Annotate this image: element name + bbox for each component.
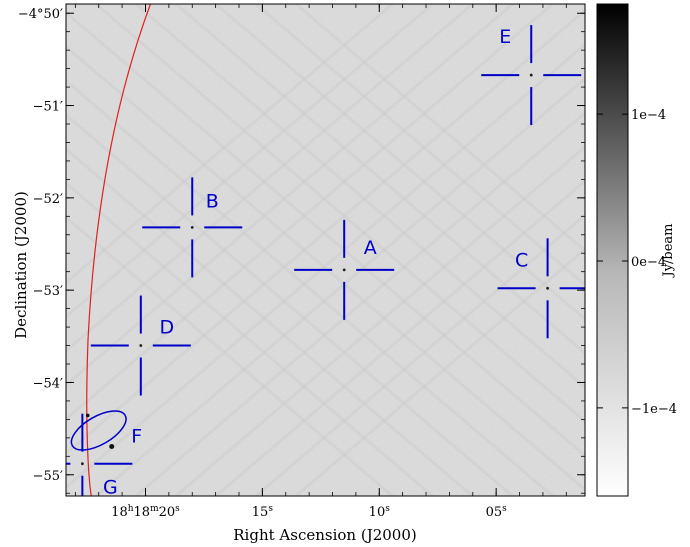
artifact-stripe bbox=[293, 4, 585, 253]
artifact-stripe bbox=[0, 0, 444, 506]
artifact-stripe bbox=[93, 76, 585, 496]
source-label-e: E bbox=[499, 26, 511, 48]
plot-frame bbox=[65, 3, 586, 497]
artifact-stripe bbox=[66, 8, 585, 456]
image-artifacts bbox=[0, 0, 690, 506]
source-dot bbox=[139, 344, 143, 347]
artifact-stripe bbox=[66, 44, 585, 492]
artifact-stripe bbox=[213, 179, 585, 496]
artifact-stripe bbox=[133, 4, 585, 390]
source-label-f: F bbox=[131, 425, 142, 447]
source-marker-a: A bbox=[294, 219, 395, 320]
tick-labels: −4°50′ −51′ −52′ −53′ −54′ −55′ 18h18m20s 15s 10… bbox=[18, 7, 507, 520]
artifact-stripe bbox=[253, 213, 585, 496]
bright-spot bbox=[109, 443, 115, 449]
source-label-b: B bbox=[206, 190, 219, 212]
x-axis-label: Right Ascension (J2000) bbox=[233, 526, 416, 544]
boundary-curve bbox=[86, 4, 152, 496]
artifact-stripe bbox=[0, 0, 564, 506]
y-tick-label: −4°50′ bbox=[18, 7, 63, 22]
colorbar-tick-label: 0e−4 bbox=[631, 255, 666, 270]
artifact-stripe bbox=[0, 0, 524, 506]
source-dot bbox=[190, 225, 194, 229]
artifact-stripe bbox=[133, 110, 585, 496]
x-tick-label: 18h18m20s bbox=[111, 504, 180, 520]
bright-spot bbox=[85, 413, 90, 418]
artifact-stripe bbox=[0, 0, 404, 506]
source-label-g: G bbox=[103, 477, 118, 499]
x-tick-label: 15s bbox=[252, 504, 274, 520]
artifact-stripe bbox=[293, 247, 585, 496]
source-label-a: A bbox=[364, 237, 377, 259]
source-dot bbox=[342, 268, 346, 272]
axis-ticks bbox=[66, 4, 585, 496]
sky-image-noise bbox=[66, 4, 585, 496]
artifact-stripe bbox=[213, 4, 585, 321]
source-marker-c: C bbox=[497, 238, 585, 339]
source-dot bbox=[546, 286, 549, 290]
artifact-stripe bbox=[173, 4, 585, 356]
ellipse-f: F bbox=[70, 410, 142, 451]
artifact-stripe bbox=[0, 0, 484, 506]
ellipse-outline bbox=[70, 410, 127, 451]
source-markers: A B C D E G F bbox=[66, 25, 585, 499]
y-tick-label: −55′ bbox=[33, 469, 63, 484]
source-dot bbox=[529, 73, 533, 77]
red-boundary-curve bbox=[86, 4, 152, 496]
artifact-stripe bbox=[0, 0, 524, 506]
artifact-stripe bbox=[0, 0, 444, 506]
colorbar-ticks: 1e−4 0e−4 −1e−4 bbox=[597, 108, 677, 417]
artifact-stripe bbox=[173, 144, 585, 496]
artifact-stripe bbox=[253, 4, 585, 287]
source-label-c: C bbox=[515, 249, 528, 271]
y-tick-label: −53′ bbox=[33, 284, 63, 299]
source-marker-e: E bbox=[481, 25, 582, 126]
artifact-stripe bbox=[93, 4, 585, 424]
colorbar bbox=[596, 3, 629, 497]
source-marker-d: D bbox=[90, 295, 191, 396]
y-tick-label: −54′ bbox=[33, 376, 63, 391]
source-marker-b: B bbox=[142, 177, 243, 278]
colorbar-tick-label: −1e−4 bbox=[631, 402, 677, 417]
y-tick-label: −52′ bbox=[33, 192, 63, 207]
source-label-d: D bbox=[159, 317, 174, 339]
artifact-stripe bbox=[0, 0, 484, 506]
y-tick-label: −51′ bbox=[33, 100, 63, 115]
x-tick-label: 10s bbox=[369, 504, 391, 520]
y-axis-label: Declination (J2000) bbox=[12, 191, 30, 339]
source-dot bbox=[80, 462, 84, 466]
x-tick-label: 05s bbox=[486, 504, 508, 520]
artifact-stripe bbox=[0, 0, 404, 506]
source-marker-g: G bbox=[66, 413, 133, 499]
colorbar-tick-label: 1e−4 bbox=[631, 108, 666, 123]
artifact-stripe bbox=[0, 0, 564, 506]
colorbar-label: Jy/beam bbox=[661, 223, 676, 278]
